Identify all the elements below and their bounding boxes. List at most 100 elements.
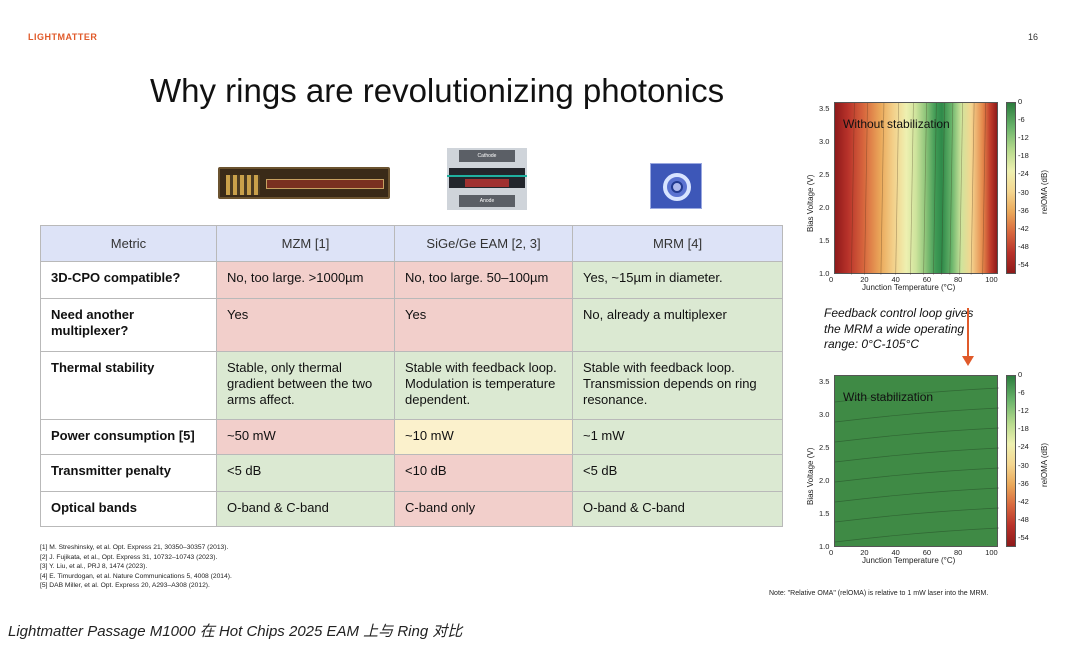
x-tick-label: 100 [985, 275, 998, 284]
table-row: Need another multiplexer? Yes Yes No, alrea… [40, 298, 783, 352]
contour-line [835, 387, 999, 403]
contour-line [941, 103, 945, 275]
metric-cell: 3D-CPO compatible? [40, 261, 217, 299]
y-tick-label: 1.0 [819, 269, 830, 278]
y-tick-label: 3.5 [819, 103, 830, 113]
col-header-mrm: MRM [4] [572, 225, 783, 262]
reference-item: [5] DAB Miller, et al. Opt. Express 20, … [40, 582, 210, 589]
eam-cell: No, too large. 50–100µm [394, 261, 573, 299]
table-row: Optical bands O-band & C-band C-band only O… [40, 491, 783, 527]
x-tick-label: 20 [860, 275, 869, 284]
reference-item: [1] M. Streshinsky, et al. Opt. Express … [40, 544, 229, 551]
heatmap-plot-area: Without stabilization [834, 102, 998, 275]
colorbar-tick-label: -30 [1018, 187, 1029, 197]
colorbar-tick-label: -24 [1018, 169, 1029, 179]
y-tick-label: 2.0 [819, 202, 830, 212]
contour-line [910, 103, 914, 275]
x-tick-label: 60 [922, 275, 932, 284]
colorbar-tick-label: -12 [1018, 406, 1029, 416]
contour-line [880, 103, 885, 275]
metric-cell: Optical bands [40, 491, 217, 527]
mrm-cell: O-band & C-band [572, 491, 783, 527]
colorbar-tick-label: -24 [1018, 442, 1029, 452]
colorbar-tick-label: -12 [1018, 133, 1029, 143]
contour-line [895, 103, 900, 275]
contour-line [923, 103, 927, 275]
contour-line [835, 527, 999, 543]
colorbar-label: relOMA (dB) [1040, 169, 1049, 214]
eam-cross-section-image: Cathode Anode [447, 148, 527, 210]
mrm-cell: Stable with feedback loop. Transmission … [572, 351, 783, 420]
reference-item: [3] Y. Liu, et al., PRJ 8, 1474 (2023). [40, 563, 148, 570]
eam-cell: Yes [394, 298, 573, 352]
mrm-cell: No, already a multiplexer [572, 298, 783, 352]
x-tick-label: 100 [985, 548, 998, 557]
page-title: Why rings are revolutionizing photonics [150, 72, 725, 109]
colorbar-tick-label: -48 [1018, 241, 1029, 251]
table-row: Transmitter penalty <5 dB <10 dB <5 dB [40, 454, 783, 492]
heatmap-with-stabilization: With stabilization 1.0 1.5 2.0 2.5 3.0 3.5 0 20 4… [800, 370, 1049, 573]
contour-line [835, 407, 999, 423]
y-tick-label: 1.5 [819, 508, 830, 518]
image-caption: Lightmatter Passage M1000 在 Hot Chips 20… [8, 623, 463, 640]
contour-lines [851, 103, 986, 275]
x-axis-label: Junction Temperature (°C) [862, 283, 956, 292]
eam-cell: ~10 mW [394, 419, 573, 455]
feedback-text: Feedback control loop gives the MRM a wi… [824, 306, 974, 351]
col-header-eam: SiGe/Ge EAM [2, 3] [394, 225, 573, 262]
y-tick-label: 1.0 [819, 542, 830, 551]
x-tick-label: 20 [860, 548, 869, 557]
x-tick-label: 40 [891, 548, 900, 557]
metric-cell: Thermal stability [40, 351, 217, 420]
comparison-table: Metric MZM [1] SiGe/Ge EAM [2, 3] MRM [4… [40, 225, 783, 527]
contour-line [835, 487, 999, 503]
mrm-cell: ~1 mW [572, 419, 783, 455]
x-axis-label: Junction Temperature (°C) [862, 556, 956, 565]
eam-cathode-label: Cathode [459, 150, 515, 162]
arrow-head-icon [962, 356, 974, 366]
ring-modulator-image [650, 163, 702, 209]
mrm-cell: Yes, ~15µm in diameter. [572, 261, 783, 299]
mzm-cell: <5 dB [216, 454, 395, 492]
y-tick-label: 2.5 [819, 442, 830, 452]
y-tick-label: 3.0 [819, 409, 830, 419]
mzm-micrograph-image [218, 167, 390, 199]
table-row: Thermal stability Stable, only thermal gr… [40, 351, 783, 420]
colorbar-tick-label: -36 [1018, 478, 1029, 488]
reference-item: [2] J. Fujikata, et al., Opt. Express 31… [40, 553, 218, 561]
colorbar-tick-label: -6 [1018, 388, 1025, 398]
colorbar-tick-label: -54 [1018, 532, 1029, 542]
y-tick-label: 2.5 [819, 169, 830, 179]
y-axis-label: Bias Voltage (V) [806, 447, 815, 505]
eam-cell: <10 dB [394, 454, 573, 492]
mzm-cell: No, too large. >1000µm [216, 261, 395, 299]
metric-cell: Transmitter penalty [40, 454, 217, 492]
colorbar-tick-label: 0 [1018, 97, 1023, 106]
contour-line [851, 103, 855, 275]
colorbar [1006, 102, 1016, 274]
metric-cell: Need another multiplexer? [40, 298, 217, 352]
x-tick-label: 80 [953, 548, 963, 557]
mzm-cell: Yes [216, 298, 395, 352]
page-number: 16 [1027, 32, 1038, 42]
mzm-cell: O-band & C-band [216, 491, 395, 527]
colorbar-tick-label: -54 [1018, 259, 1029, 269]
contour-line [835, 427, 999, 443]
colorbar-tick-label: -48 [1018, 514, 1029, 524]
colorbar-tick-label: 0 [1018, 370, 1023, 379]
col-header-mzm: MZM [1] [216, 225, 395, 262]
heatmap-title: Without stabilization [843, 117, 950, 131]
heatmap-title: With stabilization [843, 390, 934, 404]
colorbar-tick-label: -30 [1018, 460, 1029, 470]
references: [1] M. Streshinsky, et al. Opt. Express … [40, 543, 232, 591]
contour-line [959, 103, 963, 275]
contour-line [982, 103, 986, 275]
contour-line [949, 103, 954, 275]
contour-line [835, 447, 999, 463]
contour-line [864, 103, 868, 275]
y-tick-label: 3.0 [819, 136, 830, 146]
contour-line [835, 507, 999, 523]
y-tick-label: 3.5 [819, 376, 830, 386]
contour-line [970, 103, 975, 275]
relative-oma-note: Note: "Relative OMA" (relOMA) is relativ… [769, 590, 989, 597]
